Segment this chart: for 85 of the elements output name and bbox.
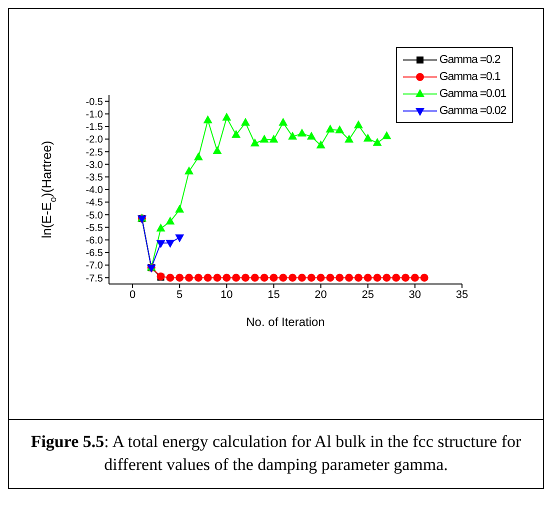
y-tick-label: -6.5 bbox=[86, 248, 104, 260]
point bbox=[250, 138, 260, 146]
point bbox=[176, 274, 184, 282]
y-tick-label: -5.0 bbox=[86, 210, 104, 222]
point bbox=[326, 124, 335, 133]
point bbox=[336, 274, 344, 282]
point bbox=[288, 132, 298, 140]
point bbox=[316, 140, 326, 148]
legend-label: Gamma =0.1 bbox=[439, 70, 500, 82]
point bbox=[194, 152, 203, 160]
point bbox=[372, 138, 382, 146]
point bbox=[232, 130, 241, 138]
x-tick-label: 15 bbox=[268, 288, 280, 301]
point bbox=[410, 274, 419, 282]
point bbox=[222, 274, 231, 282]
point bbox=[392, 274, 400, 282]
point bbox=[363, 134, 372, 142]
point bbox=[175, 204, 184, 213]
x-tick-label: 25 bbox=[362, 288, 374, 301]
point bbox=[260, 274, 268, 282]
y-tick-label: -0.5 bbox=[86, 96, 104, 108]
point bbox=[326, 274, 334, 282]
legend-label: Gamma =0.2 bbox=[439, 54, 500, 66]
point bbox=[354, 120, 363, 128]
y-tick-label: -6.0 bbox=[86, 235, 104, 246]
x-tick-label: 0 bbox=[129, 288, 136, 301]
x-tick-label: 35 bbox=[456, 288, 468, 301]
point bbox=[212, 146, 222, 154]
point bbox=[240, 118, 250, 126]
point bbox=[402, 274, 410, 282]
point bbox=[288, 274, 297, 282]
y-tick-label: -2.5 bbox=[86, 147, 104, 158]
caption: Figure 5.5: A total energy calculation for Al bulk in the fcc structure for different values of the damping parameter gamma. bbox=[9, 419, 543, 488]
point bbox=[250, 274, 259, 282]
point bbox=[175, 234, 184, 242]
y-tick-label: -7.5 bbox=[86, 273, 104, 284]
point bbox=[279, 274, 288, 282]
y-tick-label: -7.0 bbox=[86, 260, 104, 272]
x-tick-label: 10 bbox=[220, 288, 233, 301]
point bbox=[203, 115, 212, 124]
point bbox=[307, 274, 316, 282]
point bbox=[373, 274, 382, 282]
x-tick-label: 30 bbox=[408, 288, 422, 301]
point bbox=[194, 274, 202, 282]
y-tick-label: -2.0 bbox=[86, 134, 104, 146]
point bbox=[269, 134, 278, 143]
point bbox=[344, 134, 354, 143]
point bbox=[166, 240, 175, 248]
y-tick-label: -1.0 bbox=[86, 109, 104, 120]
point bbox=[166, 216, 175, 225]
point bbox=[232, 274, 240, 282]
y-tick-label: -5.5 bbox=[86, 222, 104, 234]
point bbox=[213, 274, 222, 282]
x-tick-label: 5 bbox=[176, 288, 183, 301]
point bbox=[185, 274, 194, 282]
y-tick-label: -4.5 bbox=[86, 198, 104, 209]
point bbox=[297, 128, 306, 137]
legend-label: Gamma =0.01 bbox=[439, 88, 506, 100]
point bbox=[156, 224, 166, 232]
point bbox=[260, 134, 269, 143]
y-tick-label: -3.5 bbox=[86, 172, 104, 184]
x-axis-title: No. of Iteration bbox=[246, 315, 325, 329]
point bbox=[354, 274, 362, 282]
y-tick-label: -3.0 bbox=[86, 160, 104, 171]
point bbox=[382, 274, 391, 282]
legend-label: Gamma =0.02 bbox=[439, 104, 506, 116]
point bbox=[156, 240, 166, 248]
y-tick-label: -1.5 bbox=[86, 122, 104, 134]
point bbox=[345, 274, 354, 282]
y-tick-label: -4.0 bbox=[86, 185, 104, 196]
x-tick-label: 20 bbox=[314, 288, 327, 301]
point bbox=[382, 131, 392, 140]
point bbox=[270, 274, 278, 282]
point bbox=[316, 274, 325, 282]
point bbox=[184, 166, 194, 174]
point bbox=[298, 274, 306, 282]
point bbox=[204, 274, 212, 282]
point bbox=[335, 125, 344, 134]
point bbox=[420, 274, 428, 282]
point bbox=[278, 118, 288, 126]
point bbox=[222, 112, 232, 121]
point bbox=[306, 132, 316, 140]
point bbox=[166, 274, 174, 282]
point bbox=[241, 274, 250, 282]
point bbox=[364, 274, 372, 282]
